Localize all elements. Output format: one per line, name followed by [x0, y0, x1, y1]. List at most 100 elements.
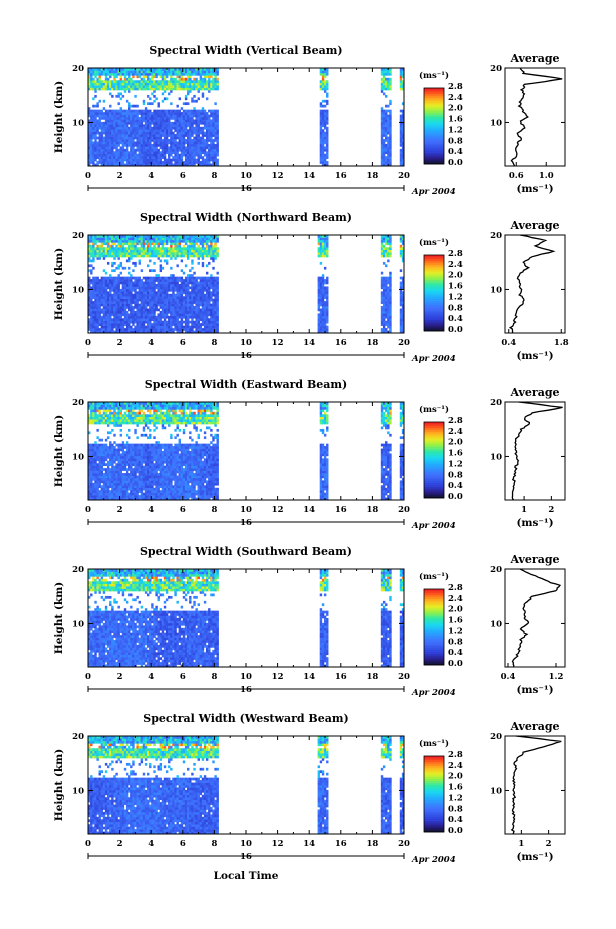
heatmap-cell [380, 276, 384, 280]
heatmap-cell [88, 463, 91, 466]
heatmap-cell [210, 284, 213, 287]
heatmap-cell [111, 303, 114, 307]
heatmap-cell [153, 143, 156, 147]
heatmap-cell [159, 146, 163, 150]
heatmap-cell [125, 131, 129, 135]
heatmap-cell [157, 315, 160, 319]
heatmap-cell [144, 308, 148, 312]
heatmap-cell [319, 249, 323, 253]
heatmap-cell [168, 298, 171, 302]
heatmap-cell [180, 75, 184, 79]
heatmap-cell [170, 325, 173, 329]
heatmap-cell [187, 284, 190, 287]
heatmap-cell [317, 239, 321, 243]
heatmap-cell [109, 136, 112, 140]
heatmap-cell [184, 87, 188, 91]
heatmap-cell [149, 68, 152, 71]
heatmap-cell [100, 303, 104, 307]
heatmap-cell [111, 288, 114, 292]
heatmap-cell [155, 117, 158, 120]
heatmap-cell [140, 244, 144, 248]
heatmap-cell [176, 82, 179, 86]
heatmap-cell [191, 254, 194, 258]
heatmap-cell [144, 235, 148, 238]
heatmap-cell [98, 143, 101, 147]
heatmap-cell [184, 286, 188, 290]
heatmap-cell [184, 276, 188, 280]
heatmap-cell [119, 247, 123, 250]
heatmap-cell [92, 465, 95, 469]
heatmap-cell [102, 293, 106, 297]
heatmap-cell [321, 99, 325, 103]
heatmap-cell [216, 134, 219, 137]
heatmap-cell [385, 296, 388, 299]
heatmap-cell [184, 114, 188, 118]
heatmap-cell [96, 254, 99, 258]
heatmap-cell [117, 274, 120, 277]
heatmap-cell [153, 126, 156, 130]
heatmap-cell [195, 146, 198, 150]
heatmap-cell [111, 134, 114, 137]
heatmap-cell [88, 235, 91, 238]
heatmap-cell [189, 291, 192, 295]
heatmap-cell [146, 296, 150, 299]
heatmap-cell [165, 288, 169, 292]
heatmap-cell [153, 284, 156, 287]
heatmap-cell [163, 235, 167, 238]
heatmap-cell [191, 237, 194, 241]
heatmap-cell [132, 163, 135, 167]
heatmap-cell [382, 237, 386, 241]
heatmap-cell [212, 139, 215, 142]
heatmap-cell [130, 284, 133, 287]
heatmap-cell [184, 117, 188, 120]
heatmap-cell [88, 477, 91, 481]
heatmap-cell [195, 109, 198, 113]
heatmap-cell [111, 323, 114, 326]
heatmap-cell [212, 148, 215, 152]
heatmap-cell [119, 242, 123, 246]
heatmap-cell [382, 121, 386, 125]
heatmap-cell [109, 306, 112, 309]
average-x-label: (ms⁻¹) [516, 183, 553, 195]
heatmap-cell [92, 131, 95, 135]
heatmap-cell [128, 254, 131, 258]
heatmap-cell [319, 320, 323, 324]
heatmap-cell [102, 99, 106, 103]
heatmap-cell [151, 161, 154, 164]
heatmap-cell [176, 85, 179, 88]
heatmap-cell [163, 121, 167, 125]
heatmap-cell [142, 102, 146, 106]
heatmap-cell [142, 68, 146, 71]
heatmap-cell [401, 284, 405, 287]
heatmap-cell [98, 112, 101, 115]
heatmap-cell [385, 301, 388, 304]
heatmap-cell [197, 320, 200, 324]
heatmap-cell [104, 141, 108, 145]
heatmap-cell [389, 114, 392, 118]
heatmap-cell [216, 82, 219, 86]
heatmap-cell [387, 249, 390, 253]
heatmap-cell [212, 68, 215, 71]
heatmap-cell [321, 134, 325, 137]
heatmap-cell [199, 131, 203, 135]
heatmap-cell [176, 80, 179, 83]
heatmap-cell [380, 286, 384, 290]
heatmap-cell [159, 163, 163, 167]
colorbar-segment [424, 146, 444, 150]
heatmap-cell [216, 68, 219, 71]
heatmap-cell [123, 151, 127, 155]
heatmap-cell [119, 121, 123, 125]
heatmap-cell [399, 284, 403, 287]
heatmap-cell [216, 153, 219, 157]
heatmap-cell [389, 126, 392, 130]
heatmap-cell [119, 330, 123, 334]
heatmap-cell [399, 286, 403, 290]
heatmap-cell [138, 153, 141, 157]
heatmap-cell [323, 85, 327, 88]
heatmap-cell [123, 129, 127, 132]
heatmap-cell [165, 247, 169, 250]
heatmap-cell [88, 480, 91, 484]
heatmap-cell [157, 85, 160, 88]
heatmap-cell [387, 141, 390, 145]
heatmap-cell [321, 75, 325, 79]
